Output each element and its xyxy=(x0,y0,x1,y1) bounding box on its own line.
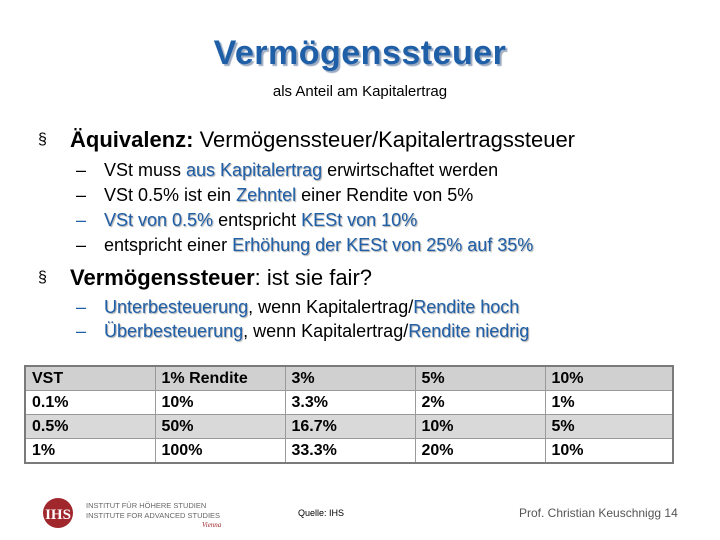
table-cell: 2% xyxy=(414,390,546,415)
text: einer Rendite von 5% xyxy=(296,185,474,205)
text: , wenn Kapitalertrag/ xyxy=(248,297,414,317)
text: VSt 0.5% ist ein xyxy=(104,185,237,205)
table-cell: 10% xyxy=(154,390,286,415)
table-header-cell: 1% Rendite xyxy=(154,365,286,391)
table-cell: 0.1% xyxy=(24,390,156,415)
bullet-term: Äquivalenz: xyxy=(70,127,194,152)
sub-bullet: – VSt 0.5% ist ein Zehntel einer Rendite … xyxy=(76,185,473,206)
dash: – xyxy=(76,297,87,317)
table-cell: 1% xyxy=(24,438,156,464)
dash: – xyxy=(76,160,87,180)
table-header-cell: 3% xyxy=(284,365,416,391)
table-header-row: VST 1% Rendite 3% 5% 10% xyxy=(24,365,674,391)
bullet-marker: § xyxy=(38,131,47,148)
highlight: Rendite hoch xyxy=(413,297,520,317)
table-cell: 100% xyxy=(154,438,286,464)
highlight: Erhöhung der KESt von 25% auf 35% xyxy=(232,235,534,255)
highlight: Unterbesteuerung xyxy=(104,297,249,317)
highlight: aus Kapitalertrag xyxy=(186,160,323,180)
highlight: Rendite niedrig xyxy=(408,321,530,341)
bullet-aequivalenz: § Äquivalenz: Vermögenssteuer/Kapitalertr… xyxy=(38,127,575,153)
dash: – xyxy=(76,185,87,205)
sub-bullet: – VSt muss aus Kapitalertrag erwirtschaft… xyxy=(76,160,498,181)
slide-subtitle: als Anteil am Kapitalertrag xyxy=(272,83,448,100)
dash: – xyxy=(76,321,87,341)
highlight: Zehntel xyxy=(236,185,297,205)
highlight: VSt von 0.5% xyxy=(104,210,214,230)
table-cell: 20% xyxy=(414,438,546,464)
table-row: 0.5% 50% 16.7% 10% 5% xyxy=(24,414,674,439)
table-cell: 3.3% xyxy=(284,390,416,415)
bullet-text: Vermögenssteuer/Kapitalertragssteuer xyxy=(193,127,576,152)
dash: – xyxy=(76,210,87,230)
highlight: Überbesteuerung xyxy=(104,321,244,341)
table-header-cell: VST xyxy=(24,365,156,391)
ihs-logo-mark: IHS INSTITUT FÜR HÖHERE STUDIEN INSTITUT… xyxy=(43,498,222,529)
footer-author-page: Prof. Christian Keuschnigg 14 xyxy=(519,506,678,520)
table-cell: 1% xyxy=(544,390,674,415)
dash: – xyxy=(76,235,87,255)
sub-bullet: – VSt von 0.5% entspricht KESt von 10% xyxy=(76,210,417,231)
table-header-cell: 10% xyxy=(544,365,674,391)
logo-line1: INSTITUT FÜR HÖHERE STUDIEN xyxy=(86,501,206,510)
text: entspricht einer xyxy=(104,235,233,255)
logo-line2: INSTITUTE FOR ADVANCED STUDIES xyxy=(86,511,220,520)
table-row: 0.1% 10% 3.3% 2% 1% xyxy=(24,390,674,415)
bullet-text: : ist sie fair? xyxy=(254,265,373,290)
table-cell: 10% xyxy=(414,414,546,439)
source-note: Quelle: IHS xyxy=(298,508,345,518)
table-row: 1% 100% 33.3% 20% 10% xyxy=(24,438,674,464)
table-cell: 5% xyxy=(544,414,674,439)
logo-city: Vienna xyxy=(202,521,222,529)
bullet-term: Vermögenssteuer xyxy=(70,265,255,290)
text: , wenn Kapitalertrag/ xyxy=(243,321,409,341)
sub-bullet: – entspricht einer Erhöhung der KESt von … xyxy=(76,235,533,256)
table-cell: 10% xyxy=(544,438,674,464)
sub-bullet: – Unterbesteuerung, wenn Kapitalertrag/Re… xyxy=(76,297,519,318)
table-cell: 16.7% xyxy=(284,414,416,439)
text: entspricht xyxy=(213,210,302,230)
ihs-logo: IHS INSTITUT FÜR HÖHERE STUDIEN INSTITUT… xyxy=(38,497,238,531)
sub-bullet: – Überbesteuerung, wenn Kapitalertrag/Ren… xyxy=(76,321,529,342)
bullet-marker: § xyxy=(38,269,47,286)
tax-rate-table: VST 1% Rendite 3% 5% 10% 0.1% 10% 3.3% 2… xyxy=(24,365,674,464)
table-cell: 33.3% xyxy=(284,438,416,464)
text: erwirtschaftet werden xyxy=(322,160,499,180)
logo-letters: IHS xyxy=(45,507,71,523)
table-cell: 50% xyxy=(154,414,286,439)
highlight: KESt von 10% xyxy=(301,210,418,230)
slide-title: Vermögenssteuer xyxy=(213,34,507,72)
text: VSt muss xyxy=(104,160,187,180)
bullet-fairness: § Vermögenssteuer: ist sie fair? xyxy=(38,265,372,291)
table-cell: 0.5% xyxy=(24,414,156,439)
table-header-cell: 5% xyxy=(414,365,546,391)
